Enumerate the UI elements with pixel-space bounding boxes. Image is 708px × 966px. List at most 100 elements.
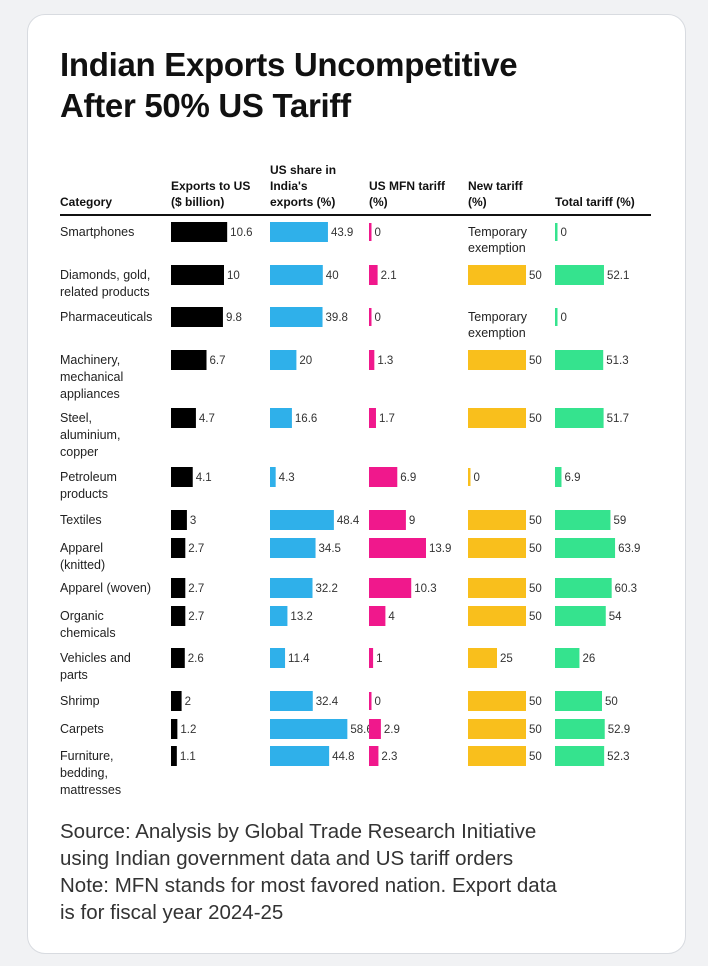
exports-bar [171, 648, 185, 668]
new-tariff-note: Temporary [468, 310, 528, 324]
mfn-tariff-bar [369, 606, 386, 626]
total-tariff-bar-label: 26 [582, 653, 595, 665]
exports-bar-label: 9.8 [226, 312, 242, 324]
header-us-share: US share in [270, 163, 336, 177]
mfn-tariff-bar-label: 9 [409, 515, 415, 527]
new-tariff-bar [468, 746, 526, 766]
row-category-label: bedding, [60, 766, 108, 780]
new-tariff-bar [468, 538, 526, 558]
mfn-tariff-bar-label: 1.7 [379, 413, 395, 425]
row-category-label: chemicals [60, 626, 116, 640]
us-share-bar [270, 350, 297, 370]
new-tariff-bar-label: 50 [529, 611, 542, 623]
header-exports: Exports to US [171, 179, 250, 193]
new-tariff-note: exemption [468, 326, 526, 340]
mfn-tariff-bar-label: 6.9 [400, 472, 416, 484]
exports-bar-label: 2 [185, 696, 191, 708]
us-share-bar [270, 691, 313, 711]
new-tariff-bar [468, 408, 526, 428]
exports-bar-label: 2.7 [188, 583, 204, 595]
row-category-label: Shrimp [60, 694, 100, 708]
mfn-tariff-bar-label: 4 [388, 611, 395, 623]
new-tariff-bar-label: 50 [529, 696, 542, 708]
row-category-label: related products [60, 285, 150, 299]
row-category-label: Vehicles and [60, 651, 131, 665]
exports-bar-label: 4.1 [196, 472, 212, 484]
us-share-bar-label: 48.4 [337, 515, 360, 527]
exports-bar [171, 719, 178, 739]
exports-bar-label: 3 [190, 515, 196, 527]
row-category-label: mattresses [60, 783, 121, 797]
total-tariff-bar-label: 51.7 [607, 413, 629, 425]
us-share-bar-label: 43.9 [331, 227, 353, 239]
total-tariff-bar-label: 59 [613, 515, 626, 527]
us-share-bar [270, 538, 316, 558]
mfn-tariff-bar [369, 510, 406, 530]
new-tariff-bar-label: 50 [529, 543, 542, 555]
new-tariff-note: Temporary [468, 225, 528, 239]
total-tariff-bar-label: 63.9 [618, 543, 640, 555]
row-category-label: (knitted) [60, 558, 105, 572]
exports-bar [171, 467, 193, 487]
us-share-bar [270, 746, 330, 766]
mfn-tariff-bar-label: 2.3 [381, 751, 397, 763]
mfn-tariff-bar [369, 265, 378, 285]
us-share-bar [270, 578, 313, 598]
chart-title-line-1: Indian Exports Uncompetitive [60, 46, 518, 83]
us-share-bar [270, 265, 323, 285]
total-tariff-bar [555, 578, 612, 598]
total-tariff-bar-label: 52.3 [607, 751, 629, 763]
chart-footer: Source: Analysis by Global Trade Researc… [60, 818, 670, 926]
us-share-bar [270, 408, 292, 428]
exports-bar-label: 2.7 [188, 543, 204, 555]
source-line-2: using Indian government data and US tari… [60, 847, 514, 870]
new-tariff-bar-label: 50 [529, 751, 542, 763]
header-total: Total tariff (%) [555, 195, 635, 209]
total-tariff-bar-label: 54 [609, 611, 622, 623]
new-tariff-bar [468, 691, 526, 711]
mfn-tariff-bar [369, 648, 374, 668]
us-share-bar-label: 4.3 [279, 472, 295, 484]
us-share-bar-label: 39.8 [326, 312, 348, 324]
exports-bar [171, 408, 196, 428]
total-tariff-bar [555, 606, 606, 626]
exports-bar [171, 691, 182, 711]
new-tariff-bar-label: 50 [529, 413, 542, 425]
total-tariff-bar [555, 223, 558, 241]
exports-bar [171, 606, 186, 626]
total-tariff-bar [555, 691, 602, 711]
chart-title-line-2: After 50% US Tariff [60, 87, 351, 124]
total-tariff-bar-label: 51.3 [606, 355, 628, 367]
source-line-1: Source: Analysis by Global Trade Researc… [60, 820, 537, 843]
header-mfn: (%) [369, 195, 388, 209]
mfn-tariff-bar-label: 0 [375, 312, 381, 324]
mfn-tariff-bar [369, 538, 426, 558]
mfn-tariff-bar [369, 578, 412, 598]
exports-bar-label: 10 [227, 270, 240, 282]
header-new-tariff: New tariff [468, 179, 524, 193]
row-category-label: parts [60, 668, 88, 682]
row-category-label: Petroleum [60, 470, 117, 484]
total-tariff-bar-label: 6.9 [564, 472, 580, 484]
row-category-label: Pharmaceuticals [60, 310, 152, 324]
us-share-bar-label: 34.5 [319, 543, 341, 555]
new-tariff-bar [468, 265, 526, 285]
row-category-label: Carpets [60, 722, 104, 736]
new-tariff-bar-label: 50 [529, 583, 542, 595]
total-tariff-bar [555, 467, 562, 487]
mfn-tariff-bar [369, 223, 372, 241]
header-exports: ($ billion) [171, 195, 224, 209]
us-share-bar-label: 32.4 [316, 696, 339, 708]
new-tariff-bar [468, 350, 526, 370]
new-tariff-bar-label: 25 [500, 653, 513, 665]
exports-bar [171, 578, 186, 598]
exports-bar-label: 2.7 [188, 611, 204, 623]
mfn-tariff-bar [369, 719, 381, 739]
total-tariff-bar [555, 719, 605, 739]
us-share-bar-label: 20 [299, 355, 312, 367]
new-tariff-note: exemption [468, 241, 526, 255]
us-share-bar [270, 307, 323, 327]
total-tariff-bar-label: 52.1 [607, 270, 629, 282]
exports-bar [171, 307, 223, 327]
note-line-1: Note: MFN stands for most favored nation… [60, 874, 557, 897]
